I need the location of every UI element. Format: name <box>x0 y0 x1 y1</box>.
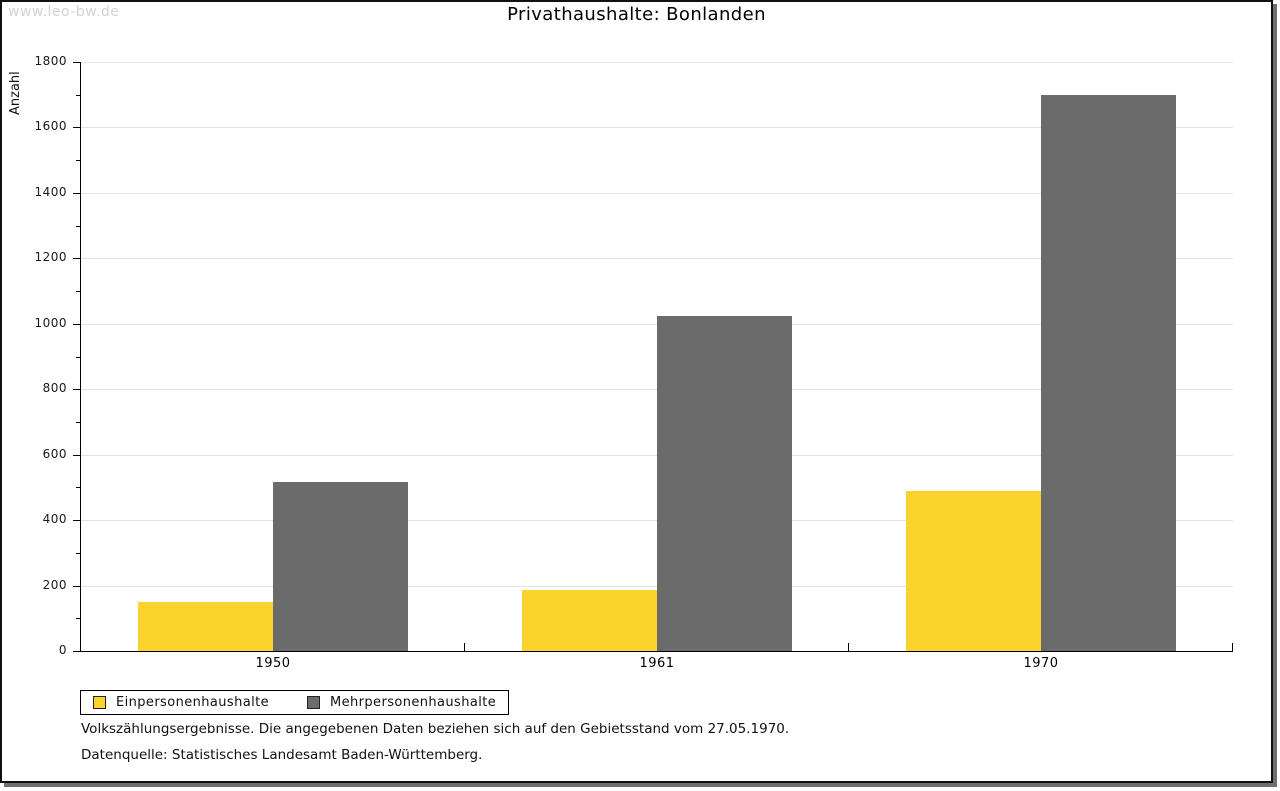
x-axis-boundary-tick <box>1232 643 1233 651</box>
x-axis-tick-label: 1970 <box>1023 656 1059 671</box>
legend-color-swatch <box>93 696 106 709</box>
gridline <box>81 127 1233 129</box>
bar-einpersonenhaushalte-1970 <box>906 490 1041 651</box>
bar-mehrpersonenhaushalte-1950 <box>273 482 408 651</box>
legend-item: Mehrpersonenhaushalte <box>307 695 496 710</box>
y-axis-minor-tick <box>76 487 80 489</box>
y-axis-tick-label: 600 <box>42 446 67 461</box>
bar-mehrpersonenhaushalte-1970 <box>1041 94 1176 651</box>
y-axis-major-tick <box>73 585 80 587</box>
gridline <box>81 62 1233 63</box>
plot-area: 0 200 400 600 800 1000 1200 1400 1600 1800 1950 196… <box>34 54 1233 671</box>
y-axis-minor-tick <box>76 291 80 293</box>
y-axis-minor-tick <box>76 421 80 423</box>
y-axis-minor-tick <box>76 618 80 620</box>
gridline <box>81 192 1233 194</box>
x-axis-boundary-tick <box>848 643 849 651</box>
y-axis-tick-label: 1000 <box>34 315 67 330</box>
legend-item-label: Einpersonenhaushalte <box>116 695 269 710</box>
legend-item-label: Mehrpersonenhaushalte <box>330 695 497 710</box>
bar-einpersonenhaushalte-1950 <box>138 601 273 651</box>
x-axis-boundary-tick <box>464 643 465 651</box>
y-axis-major-tick <box>73 192 80 194</box>
footnote-census: Volkszählungsergebnisse. Die angegebenen… <box>81 721 790 737</box>
y-axis-label: Anzahl <box>8 71 23 115</box>
y-axis-tick-label: 200 <box>42 577 67 592</box>
y-axis-minor-tick <box>76 552 80 554</box>
legend-item: Einpersonenhaushalte <box>93 695 269 710</box>
y-axis-major-tick <box>73 323 80 325</box>
y-axis-minor-tick <box>76 94 80 96</box>
y-axis-major-tick <box>73 454 80 456</box>
footnote-datasource: Datenquelle: Statistisches Landesamt Bad… <box>81 747 483 763</box>
y-axis-major-tick <box>73 389 80 391</box>
bar-mehrpersonenhaushalte-1961 <box>657 315 792 651</box>
legend-color-swatch <box>307 696 320 709</box>
y-axis-major-tick <box>73 62 80 63</box>
y-axis-minor-tick <box>76 225 80 227</box>
y-axis-major-tick <box>73 520 80 522</box>
x-axis-tick-label: 1950 <box>255 656 291 671</box>
y-axis-major-tick <box>73 651 80 652</box>
watermark: www.leo-bw.de <box>8 4 120 20</box>
y-axis-tick-label: 400 <box>42 512 67 527</box>
y-axis-major-tick <box>73 258 80 260</box>
gridline <box>81 258 1233 260</box>
y-axis-tick-label: 1800 <box>34 54 67 68</box>
y-axis-minor-tick <box>76 356 80 358</box>
bar-einpersonenhaushalte-1961 <box>522 590 657 651</box>
chart-title: Privathaushalte: Bonlanden <box>507 4 766 25</box>
y-axis-minor-tick <box>76 160 80 162</box>
y-axis-tick-label: 0 <box>58 643 67 657</box>
y-axis-tick-label: 1600 <box>34 119 67 134</box>
y-axis-tick-label: 1200 <box>34 250 67 265</box>
y-axis-tick-label: 800 <box>42 381 67 396</box>
legend: Einpersonenhaushalte Mehrpersonenhaushalt… <box>80 690 510 715</box>
y-axis-tick-label: 1400 <box>34 184 67 199</box>
x-axis-tick-label: 1961 <box>639 656 675 671</box>
y-axis-major-tick <box>73 127 80 129</box>
